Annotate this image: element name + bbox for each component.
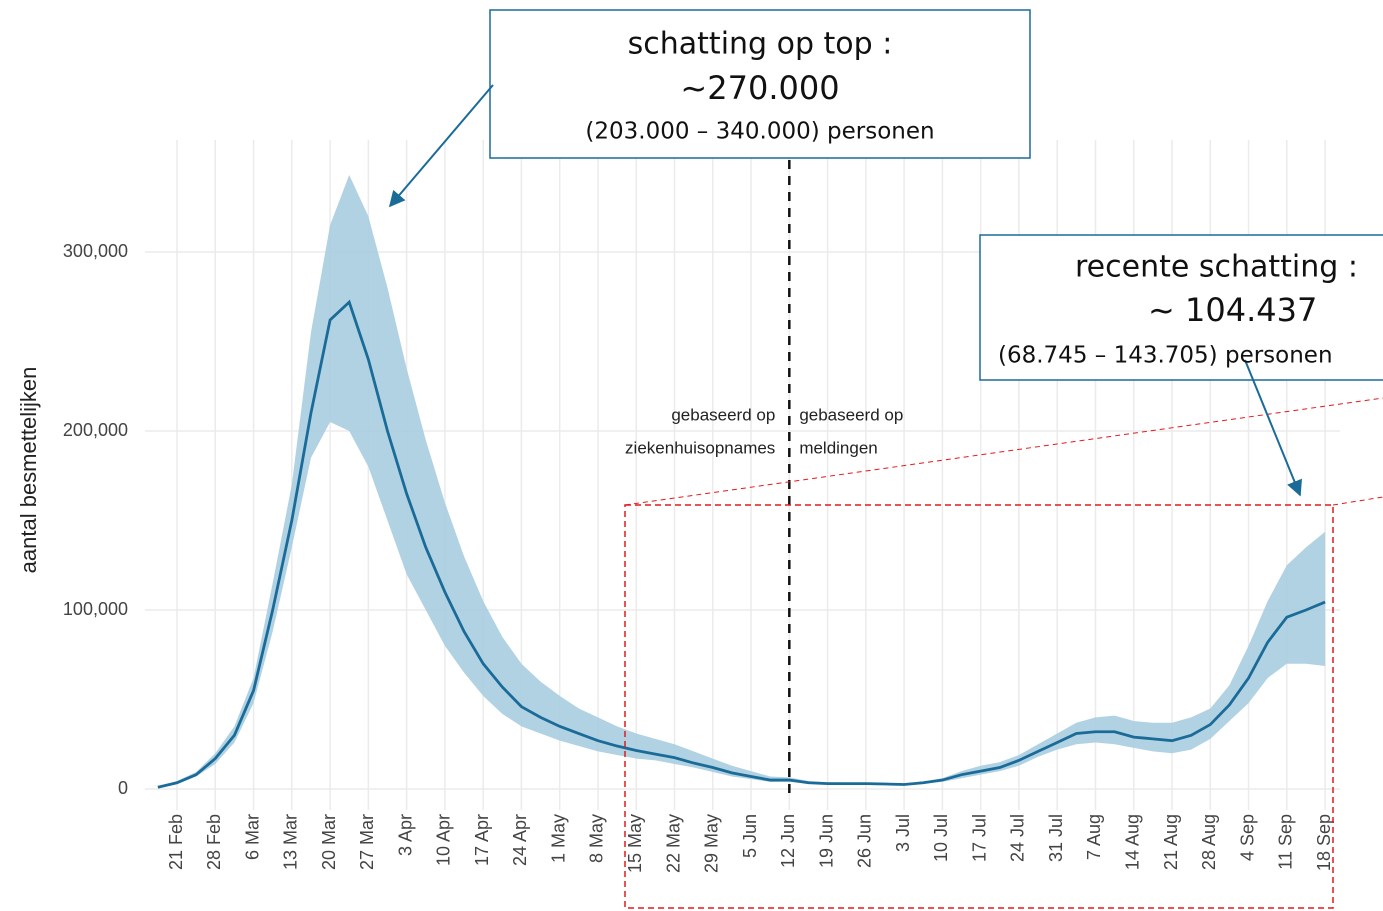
x-tick-label: 10 Apr	[434, 814, 454, 866]
x-tick-label: 15 May	[625, 814, 645, 873]
annotation-text: ~270.000	[680, 69, 839, 107]
y-tick-label: 100,000	[63, 599, 128, 619]
x-tick-label: 10 Jul	[931, 814, 951, 862]
x-tick-label: 3 Apr	[395, 814, 415, 856]
annotation-text: recente schatting :	[1075, 250, 1358, 285]
x-tick-label: 4 Sep	[1237, 814, 1257, 861]
x-tick-label: 24 Apr	[510, 814, 530, 866]
x-tick-label: 7 Aug	[1084, 814, 1104, 860]
line	[157, 299, 1326, 789]
x-tick-label: 17 Jul	[969, 814, 989, 862]
split-label: meldingen	[799, 438, 877, 457]
x-tick-label: 8 May	[587, 814, 607, 863]
x-tick-label: 6 Mar	[242, 814, 262, 860]
x-tick-label: 14 Aug	[1123, 814, 1143, 870]
x-tick-label: 27 Mar	[357, 814, 377, 870]
x-tick-label: 3 Jul	[893, 814, 913, 852]
split-label: gebaseerd op	[671, 405, 775, 424]
x-tick-label: 24 Jul	[1008, 814, 1028, 862]
x-tick-label: 5 Jun	[740, 814, 760, 858]
x-tick-label: 29 May	[702, 814, 722, 873]
x-tick-label: 28 Feb	[204, 814, 224, 870]
annotation-box	[489, 9, 1031, 159]
x-tick-label: 12 Jun	[778, 814, 798, 868]
x-tick-label: 17 Apr	[472, 814, 492, 866]
zoom-line	[624, 397, 1383, 506]
y-tick-label: 0	[118, 778, 128, 798]
x-tick-label: 28 Aug	[1199, 814, 1219, 870]
x-tick-label: 11 Sep	[1276, 814, 1296, 870]
y-axis-label: aantal besmettelijken	[16, 367, 41, 574]
annotation-text: schatting op top :	[628, 27, 893, 62]
x-tick-label: 31 Jul	[1046, 814, 1066, 862]
x-tick-label: 20 Mar	[319, 814, 339, 870]
overlay: schatting op top : ~270.000 (203.000 – 3…	[388, 9, 1383, 909]
x-tick-label: 21 Feb	[166, 814, 186, 870]
annotation-text: (203.000 – 340.000) personen	[585, 119, 934, 145]
x-tick-label: 19 Jun	[816, 814, 836, 868]
x-tick-label: 1 May	[548, 814, 568, 863]
annotation-arrow	[388, 84, 494, 208]
annotation-box	[979, 234, 1383, 381]
split-label: gebaseerd op	[799, 405, 903, 424]
x-tick-label: 18 Sep	[1314, 814, 1334, 871]
x-tick-label: 26 Jun	[855, 814, 875, 868]
confidence-band	[157, 175, 1326, 788]
x-tick-label: 13 Mar	[281, 814, 301, 870]
y-tick-label: 200,000	[63, 420, 128, 440]
x-tick-label: 21 Aug	[1161, 814, 1181, 870]
zoom-line	[1332, 496, 1383, 506]
annotation-arrow	[1244, 359, 1302, 497]
split-label: ziekenhuisopnames	[625, 438, 775, 457]
annotation-text: (68.745 – 143.705) personen	[998, 343, 1333, 369]
y-tick-label: 300,000	[63, 241, 128, 261]
annotation-text: ~ 104.437	[1148, 291, 1317, 329]
marks: gebaseerd op ziekenhuisopnames gebaseerd o…	[157, 160, 1326, 800]
zoom-box	[624, 504, 1334, 909]
x-tick-label: 22 May	[663, 814, 683, 873]
